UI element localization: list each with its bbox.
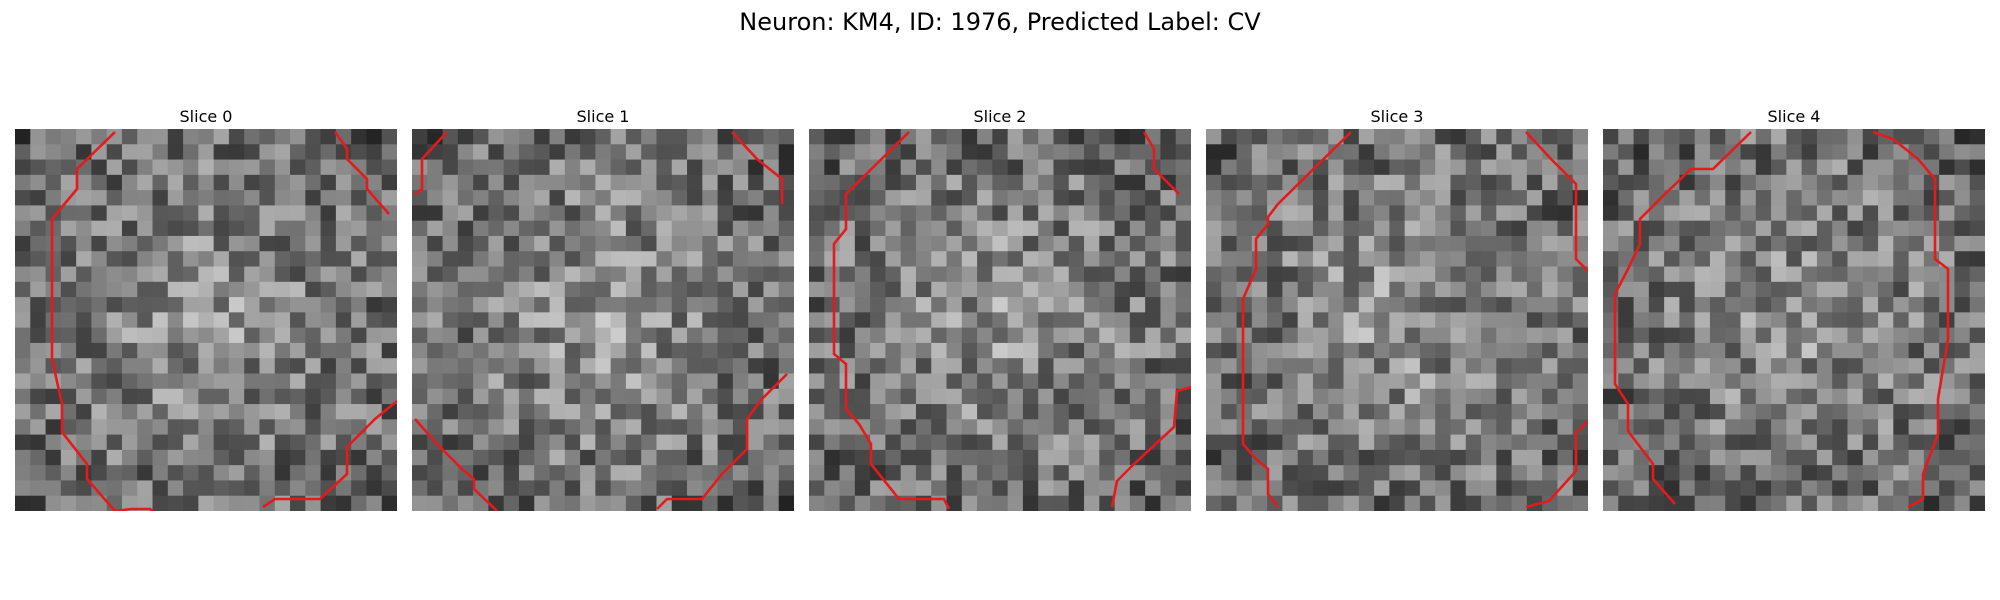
slice-title: Slice 1 <box>576 107 630 126</box>
contour-line <box>1142 131 1180 195</box>
slice-panel-2: Slice 2 <box>809 105 1191 511</box>
contour-line <box>1613 131 1752 505</box>
contour-line <box>414 131 448 196</box>
slice-image <box>809 129 1191 511</box>
contour-line <box>656 373 788 510</box>
contour-line <box>333 131 390 215</box>
contour-line <box>1110 385 1191 508</box>
contour-line <box>1525 420 1588 509</box>
contour-line <box>50 131 116 511</box>
slice-panel-4: Slice 4 <box>1603 105 1985 511</box>
slice-title: Slice 2 <box>973 107 1027 126</box>
slice-image <box>1206 129 1588 511</box>
figure-title: Neuron: KM4, ID: 1976, Predicted Label: … <box>739 8 1261 36</box>
contour-line <box>731 131 784 204</box>
slice-panel-0: Slice 0 <box>15 105 397 511</box>
contour-line <box>262 399 397 509</box>
contour-line <box>414 418 498 511</box>
slice-title: Slice 0 <box>179 107 233 126</box>
slice-panel-1: Slice 1 <box>412 105 794 511</box>
slice-image <box>1603 129 1985 511</box>
contour-line <box>832 131 951 510</box>
contour-line <box>1241 131 1352 508</box>
contour-line <box>1525 131 1588 272</box>
slice-image <box>15 129 397 511</box>
contour-line <box>1872 130 1950 509</box>
contour-line <box>114 507 155 511</box>
slice-title: Slice 3 <box>1370 107 1424 126</box>
slice-title: Slice 4 <box>1767 107 1821 126</box>
slice-image <box>412 129 794 511</box>
slice-panel-3: Slice 3 <box>1206 105 1588 511</box>
